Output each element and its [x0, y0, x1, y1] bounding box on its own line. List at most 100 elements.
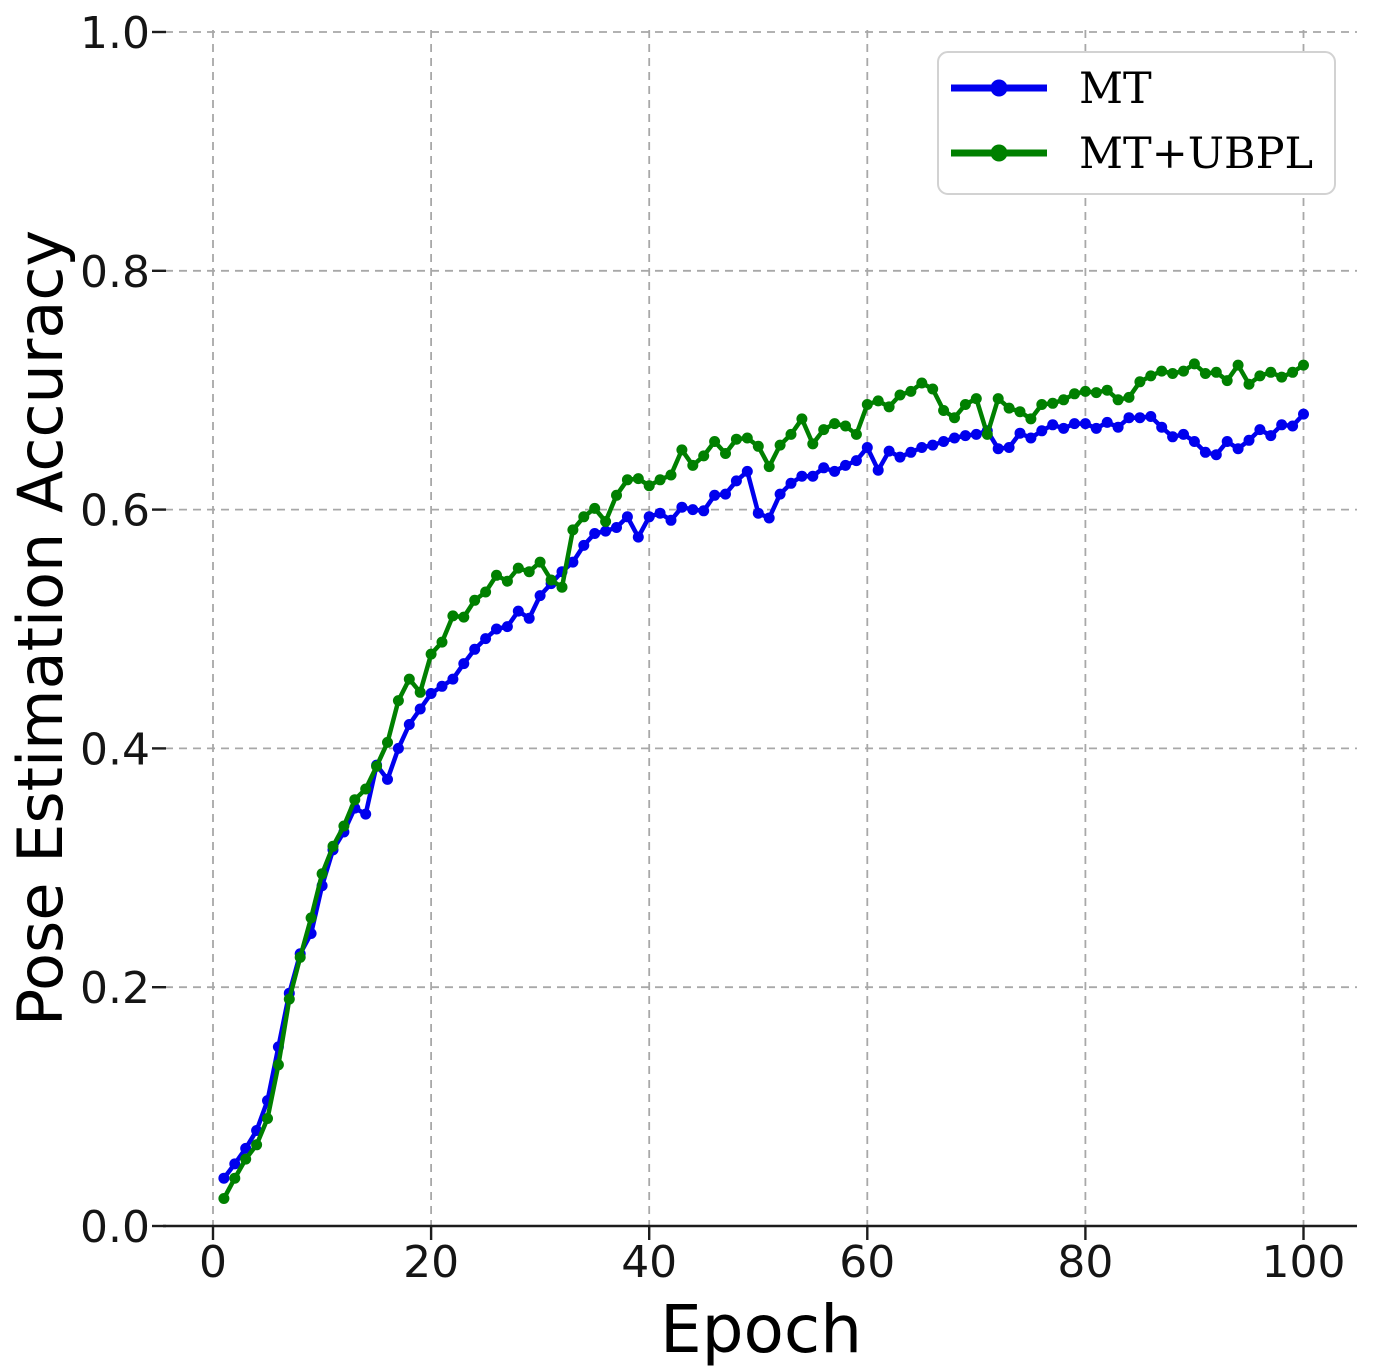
- data-point-MT: [1079, 418, 1091, 430]
- data-point-MT: [1145, 411, 1157, 422]
- data-point-MT+UBPL: [829, 418, 841, 430]
- y-tick-label-0.8: 0.8: [80, 247, 150, 298]
- data-point-MT+UBPL: [1167, 368, 1179, 379]
- data-point-MT+UBPL: [436, 636, 448, 648]
- series-line-MT+UBPL: [221, 361, 1306, 1201]
- axes: 0 20 40 60 80 100 0.0 0.2 0.4 0.6 0.8 1.0: [80, 8, 1357, 1288]
- data-point-MT+UBPL: [1254, 370, 1266, 382]
- data-point-MT: [1047, 419, 1059, 431]
- data-point-MT+UBPL: [229, 1172, 241, 1184]
- data-point-MT+UBPL: [861, 399, 873, 410]
- data-point-MT: [992, 443, 1004, 455]
- data-point-MT: [861, 442, 873, 453]
- data-point-MT: [1243, 434, 1255, 446]
- data-point-MT+UBPL: [883, 401, 895, 413]
- data-point-MT+UBPL: [425, 648, 437, 660]
- data-point-MT+UBPL: [1123, 391, 1135, 403]
- data-point-MT+UBPL: [371, 760, 383, 772]
- data-point-MT+UBPL: [382, 736, 393, 748]
- data-point-MT+UBPL: [360, 783, 372, 795]
- data-point-MT: [1178, 428, 1189, 440]
- data-point-MT: [654, 507, 666, 519]
- data-point-MT+UBPL: [491, 569, 502, 581]
- data-point-MT+UBPL: [262, 1113, 273, 1124]
- data-point-MT: [796, 470, 808, 482]
- data-point-MT+UBPL: [1014, 406, 1026, 418]
- data-point-MT: [643, 511, 655, 523]
- data-point-MT+UBPL: [403, 673, 415, 685]
- data-point-MT: [959, 430, 971, 442]
- data-point-MT+UBPL: [643, 480, 655, 492]
- data-point-MT+UBPL: [1210, 366, 1222, 378]
- data-point-MT: [752, 507, 764, 519]
- data-point-MT: [818, 462, 830, 474]
- data-point-MT+UBPL: [392, 695, 404, 707]
- data-point-MT+UBPL: [349, 794, 361, 806]
- data-point-MT+UBPL: [894, 389, 906, 401]
- data-point-MT+UBPL: [338, 820, 350, 832]
- data-point-MT+UBPL: [480, 586, 492, 598]
- data-point-MT+UBPL: [741, 432, 753, 444]
- data-point-MT+UBPL: [840, 420, 851, 432]
- data-point-MT: [534, 590, 546, 602]
- data-point-MT+UBPL: [272, 1059, 284, 1071]
- data-point-MT+UBPL: [687, 459, 699, 471]
- data-point-MT+UBPL: [567, 524, 579, 536]
- data-point-MT: [1276, 419, 1288, 431]
- data-point-MT+UBPL: [1079, 385, 1091, 397]
- data-point-MT: [1090, 422, 1102, 434]
- data-point-MT+UBPL: [621, 474, 633, 486]
- data-point-MT: [480, 633, 492, 645]
- data-point-MT+UBPL: [545, 574, 557, 586]
- data-point-MT: [1101, 416, 1113, 428]
- data-point-MT+UBPL: [654, 474, 666, 486]
- data-point-MT: [1112, 421, 1124, 433]
- data-point-MT: [1221, 436, 1233, 447]
- legend-label-mt: MT: [1079, 64, 1152, 114]
- data-point-MT+UBPL: [1188, 358, 1200, 370]
- data-point-MT+UBPL: [796, 413, 808, 425]
- data-point-MT+UBPL: [1156, 365, 1168, 377]
- data-point-MT: [709, 489, 721, 501]
- series-line-MT: [221, 411, 1306, 1181]
- data-point-MT: [894, 451, 906, 463]
- data-point-MT: [567, 556, 579, 568]
- data-point-MT+UBPL: [698, 450, 710, 462]
- data-point-MT: [687, 504, 699, 516]
- data-point-MT: [523, 612, 535, 624]
- data-point-MT+UBPL: [218, 1193, 230, 1204]
- data-point-MT: [741, 465, 753, 477]
- data-point-MT+UBPL: [720, 448, 731, 459]
- legend-marker-mt-ubpl: [990, 144, 1008, 162]
- data-point-MT: [1298, 408, 1309, 420]
- data-series: [218, 358, 1309, 1204]
- data-point-MT: [763, 512, 775, 524]
- data-point-MT+UBPL: [240, 1153, 252, 1165]
- legend-item-mt-ubpl: MT+UBPL: [951, 129, 1313, 179]
- y-tick-label-1.0: 1.0: [80, 8, 150, 59]
- data-point-MT+UBPL: [905, 385, 917, 397]
- data-point-MT+UBPL: [1058, 394, 1070, 406]
- data-point-MT+UBPL: [1243, 378, 1255, 390]
- data-point-MT+UBPL: [632, 473, 644, 485]
- data-point-MT: [621, 511, 633, 523]
- data-point-MT: [1167, 431, 1179, 443]
- data-point-MT: [1069, 418, 1080, 430]
- data-point-MT: [774, 488, 786, 500]
- data-point-MT+UBPL: [1047, 397, 1059, 409]
- data-point-MT: [1210, 449, 1222, 461]
- data-point-MT: [720, 488, 731, 500]
- data-point-MT: [807, 470, 819, 482]
- data-point-MT+UBPL: [1298, 359, 1309, 371]
- data-point-MT: [218, 1172, 230, 1184]
- data-point-MT+UBPL: [501, 575, 513, 587]
- data-point-MT: [632, 531, 644, 543]
- y-tick-label-0.0: 0.0: [80, 1202, 150, 1253]
- data-point-MT+UBPL: [927, 383, 939, 395]
- data-point-MT: [512, 605, 524, 617]
- data-point-MT: [829, 465, 841, 477]
- data-point-MT+UBPL: [589, 502, 601, 514]
- x-tick-label-40: 40: [621, 1237, 677, 1288]
- x-tick-label-100: 100: [1262, 1237, 1346, 1288]
